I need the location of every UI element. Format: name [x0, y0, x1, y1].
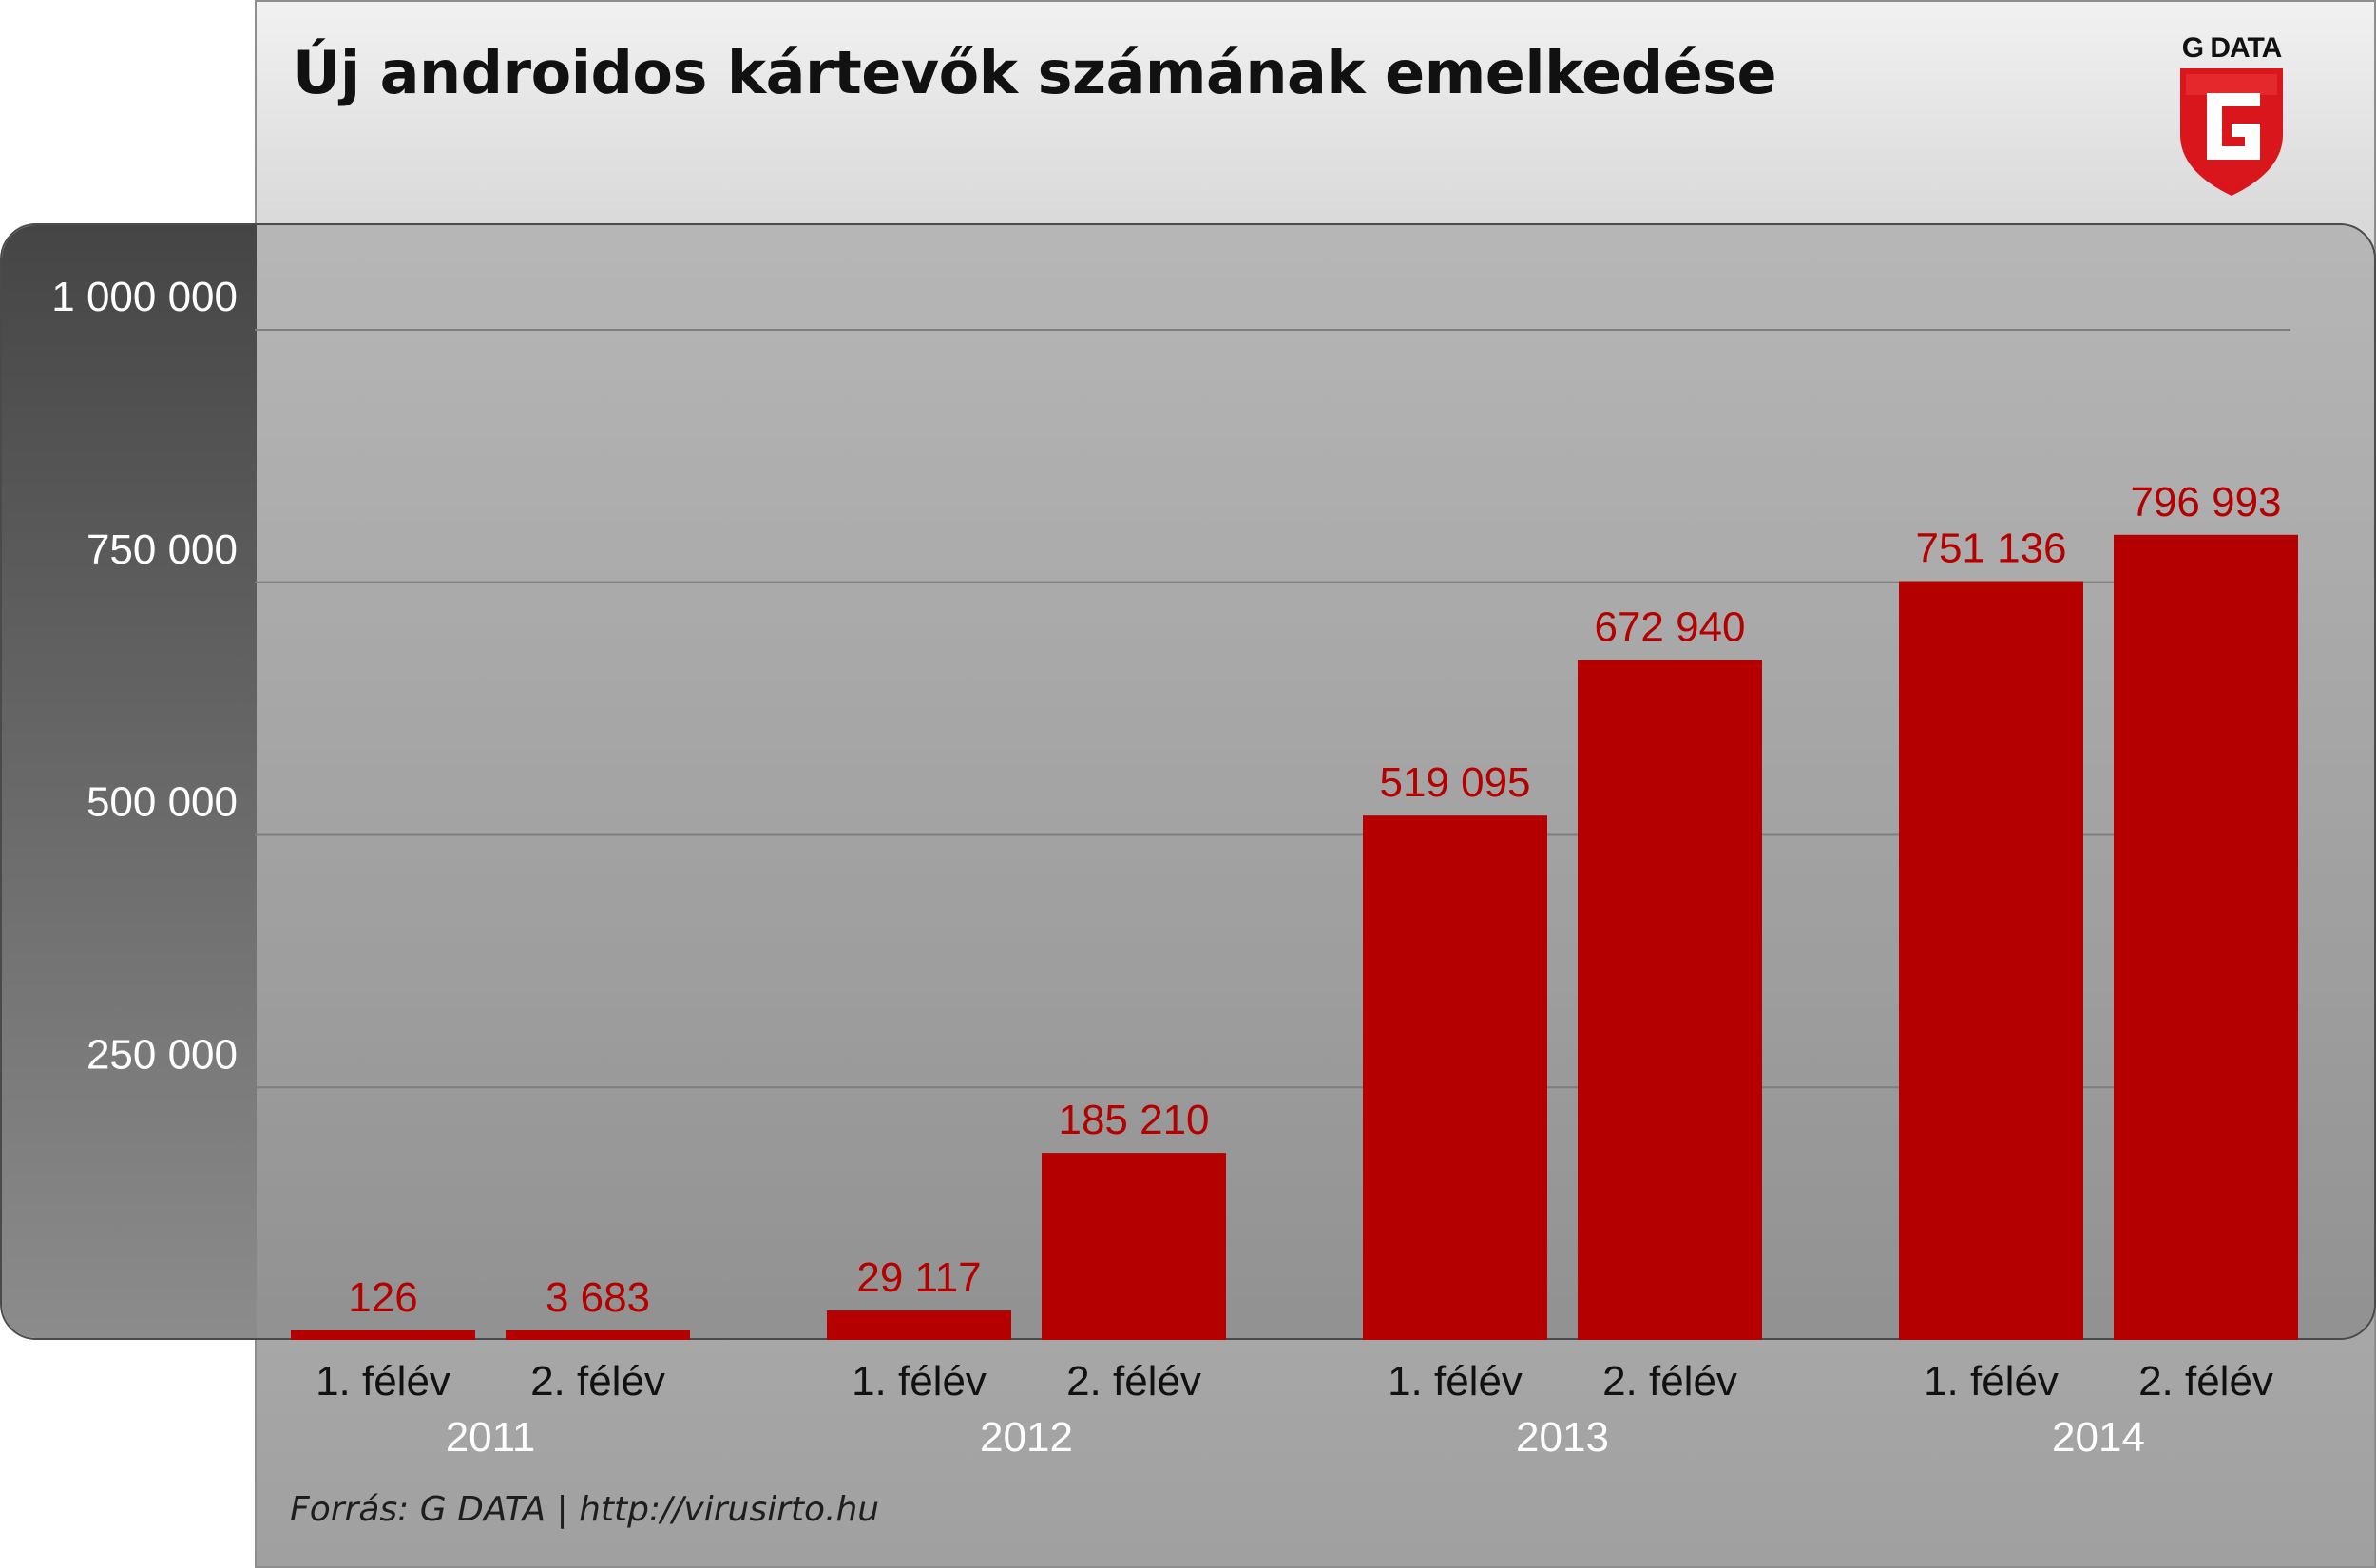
x-year-label: 2013: [1516, 1414, 1609, 1461]
x-year-label: 2011: [446, 1414, 536, 1461]
y-tick-label: 1 000 000: [51, 274, 238, 320]
bar-value-label: 751 136: [1915, 526, 2066, 572]
bar-value-label: 185 210: [1058, 1097, 1209, 1143]
y-tick-label: 250 000: [86, 1031, 238, 1078]
source-note: Forrás: G DATA | http://virusirto.hu: [290, 1490, 880, 1529]
x-category-label: 2. félév: [1066, 1358, 1201, 1405]
bar-value-label: 29 117: [856, 1254, 981, 1301]
bar-value-label: 126: [348, 1274, 417, 1321]
x-category-label: 1. félév: [852, 1358, 987, 1405]
bar: [1363, 815, 1547, 1340]
bar: [1899, 581, 2083, 1340]
x-category-label: 2. félév: [1602, 1358, 1737, 1405]
svg-text:G DATA: G DATA: [2182, 32, 2282, 64]
bar-value-label: 672 940: [1594, 604, 1745, 651]
bar-value-label: 796 993: [2130, 479, 2281, 526]
x-category-label: 1. félév: [1388, 1358, 1523, 1405]
y-tick-label: 500 000: [86, 779, 238, 826]
gdata-logo: G DATA: [2180, 32, 2283, 196]
bar-value-label: 3 683: [546, 1274, 650, 1321]
y-tick-label: 750 000: [86, 526, 238, 573]
bar: [291, 1330, 475, 1340]
x-category-label: 2. félév: [2138, 1358, 2273, 1405]
bar: [827, 1310, 1011, 1340]
bar: [1578, 660, 1762, 1340]
x-year-label: 2014: [2052, 1414, 2145, 1461]
bar: [1042, 1153, 1226, 1340]
page-title: Új androidos kártevők számának emelkedés…: [293, 38, 1777, 107]
x-category-label: 1. félév: [1924, 1358, 2059, 1405]
x-category-label: 2. félév: [530, 1358, 665, 1405]
bar-value-label: 519 095: [1379, 759, 1530, 806]
bar: [506, 1330, 690, 1340]
x-year-label: 2012: [980, 1414, 1073, 1461]
x-category-label: 1. félév: [316, 1358, 450, 1405]
bar: [2114, 534, 2298, 1340]
